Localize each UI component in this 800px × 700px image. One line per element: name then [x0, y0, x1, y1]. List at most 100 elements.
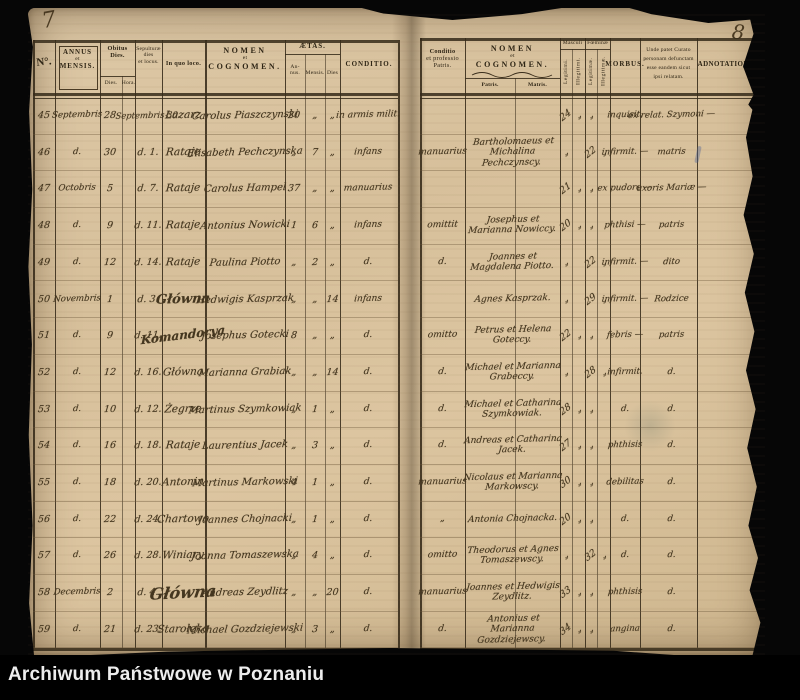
cell-an: „: [290, 293, 298, 305]
cell-unde: patris: [658, 220, 685, 231]
cell-morbus: infirmit. —: [601, 256, 649, 268]
cell-locus: Winiary: [161, 549, 205, 563]
torn-edge-right: [743, 8, 767, 655]
cell-lf: „: [585, 182, 596, 195]
register-row-right: manuarius Joannes et Hedwigis Zeydlitz. 33…: [418, 573, 763, 612]
register-row-left: 49 d. 12 d. 14. Rataje Paulina Piotto „ 2 „ d.: [33, 244, 398, 282]
cell-hora: [120, 170, 137, 207]
cell-adnot: [697, 537, 763, 575]
cell-conditio: manuarius: [343, 183, 393, 195]
cell-locus: Główna: [162, 365, 204, 379]
cell-sepult: d. 28.: [133, 549, 163, 562]
cell-name: Marianna Grabiak: [198, 365, 292, 379]
register-row-right: manuarius Bartholomaeus et Michalina Pech…: [418, 133, 763, 172]
cell-lif: [589, 609, 619, 648]
cell-month: Decembris: [53, 586, 101, 599]
cell-lf: 32: [582, 547, 599, 565]
cell-no: 57: [37, 550, 51, 562]
cell-diesa: „: [329, 550, 336, 562]
cell-month: d.: [72, 550, 82, 561]
cell-lf: „: [585, 219, 596, 232]
cell-sepult: d. 18.: [133, 439, 163, 452]
cell-lf: 29: [582, 290, 599, 308]
cell-im: „: [573, 476, 584, 489]
cell-diesa: 20: [325, 586, 340, 599]
cell-adnot: [697, 206, 763, 244]
cell-month: d.: [72, 440, 82, 451]
cell-adnot: [697, 573, 763, 611]
subcol-illegitimae: Illegitimæ.: [600, 56, 607, 87]
register-row-right: „ Antonia Chojnacka. 20 „ „ d. d.: [420, 501, 761, 539]
cell-adnot: [697, 390, 763, 428]
cell-adnot: [697, 316, 763, 354]
col-header-in-quo-loco: In quo loco.: [165, 60, 202, 67]
cell-conditio: d.: [363, 257, 373, 268]
cell-conditio: d.: [437, 440, 448, 451]
col-header-conditio-patris: Conditio: [429, 48, 456, 55]
cell-no: 55: [37, 476, 51, 488]
cell-name: Carolus Piaszczynski: [191, 108, 299, 123]
cell-lm: „: [560, 366, 571, 379]
register-row-right: d. Michael et Marianna Grabeccy. „ 28 „ infir…: [420, 354, 761, 392]
cell-morbus: d.: [620, 403, 630, 415]
cell-adnot: [697, 353, 763, 391]
register-row-left: 45 Septembris 28 Septembris 30. Łazarz Carolu…: [33, 97, 401, 135]
col-header-conditio-patris-2: et professio: [426, 55, 459, 63]
cell-an: „: [290, 513, 298, 525]
cell-im: „: [573, 329, 584, 342]
cell-im: „: [573, 219, 584, 232]
cell-dies: 28: [103, 109, 117, 121]
cell-lm: „: [560, 255, 571, 269]
col-header-sepulturae-dies: dies: [143, 52, 154, 59]
rule: [420, 98, 761, 100]
cell-mensis: 1: [311, 476, 319, 488]
register-row-left: 56 d. 22 d. 24. Chartowo Joannes Chojnacki „ 1 „…: [33, 501, 398, 539]
cell-dies: 9: [106, 219, 114, 232]
subcol-illegitimi: Illegitimi.: [575, 57, 582, 86]
cell-hora: [120, 97, 137, 134]
cell-sepult: d. 11.: [133, 329, 163, 342]
cell-dies: 16: [103, 439, 117, 452]
cell-conditio: in armis milit.: [335, 109, 401, 122]
cell-no: 47: [37, 183, 51, 195]
cell-conditio: [418, 96, 467, 134]
cell-month: d.: [72, 367, 82, 378]
cell-mensis: 3: [311, 623, 319, 635]
cell-parents: Michael et Catharina Szymkowiak.: [464, 397, 562, 420]
col-header-nomen-et: et: [242, 55, 248, 62]
cell-diesa: „: [329, 476, 336, 488]
cell-parents: Antonius et Marianna Gozdziejewscy.: [476, 612, 547, 646]
cell-adnot: [697, 500, 763, 538]
cell-an: „: [290, 366, 298, 378]
cell-diesa: „: [329, 403, 336, 415]
cell-adnot: [697, 133, 763, 171]
subcol-legitimae: Legitimæ.: [587, 57, 594, 86]
subcol-hora: Hora.: [121, 80, 136, 86]
register-row-left: 46 d. 30 d. 1. Rataje Elisabeth Pechczynska „ 7…: [33, 134, 398, 172]
cell-lm: 20: [557, 217, 574, 234]
col-header-feminae: Fœminæ: [587, 40, 608, 46]
cell-lf: 22: [582, 143, 599, 161]
rule: [420, 93, 761, 96]
cell-adnot: [697, 243, 763, 281]
cell-diesa: „: [329, 219, 336, 231]
cell-month: Septembris: [51, 109, 103, 121]
cell-lm: 28: [557, 400, 574, 418]
col-header-nomen-parents-et: et: [510, 53, 515, 60]
rule: [465, 78, 560, 80]
cell-conditio: d.: [437, 403, 448, 415]
cell-lif: „: [598, 292, 609, 306]
cell-mensis: „: [311, 183, 319, 195]
col-header-nomen: NOMEN: [223, 46, 267, 55]
cell-locus: Żegrze: [163, 402, 203, 416]
cell-conditio: d.: [363, 367, 373, 378]
subcol-dies: Dies.: [104, 80, 118, 86]
cell-im: „: [573, 586, 584, 599]
register-row-left: 54 d. 16 d. 18. Rataje Laurentius Jacek „ 3 „ d.: [33, 427, 398, 465]
cell-conditio: d.: [363, 330, 373, 341]
cell-locus: Komandorya: [140, 323, 226, 348]
cell-lif: „: [598, 366, 609, 379]
cell-unde: d.: [666, 477, 677, 488]
cell-parents: Joannes et Hedwigis Zeydlitz.: [465, 580, 561, 603]
cell-lm: 20: [557, 510, 574, 528]
